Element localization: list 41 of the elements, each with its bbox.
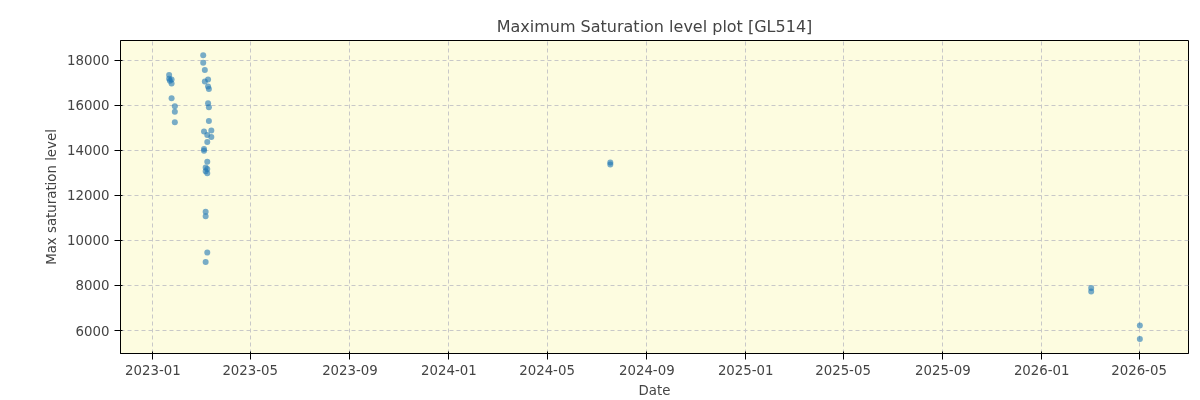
y-tick-label: 6000: [75, 323, 110, 339]
point: [204, 249, 211, 256]
x-tick-label: 2025-05: [815, 362, 871, 378]
x-tick-label: 2023-05: [222, 362, 279, 378]
y-tick-label: 14000: [67, 143, 110, 159]
point: [171, 108, 178, 115]
point: [171, 103, 178, 110]
y-tick-label: 10000: [67, 233, 110, 249]
y-axis-title: Max saturation level: [44, 129, 60, 265]
x-tick-label: 2023-09: [322, 362, 378, 378]
point: [200, 52, 207, 59]
chart-title: Maximum Saturation level plot [GL514]: [496, 16, 813, 36]
y-tick-label: 16000: [67, 98, 110, 114]
point: [201, 67, 208, 73]
point: [202, 213, 209, 220]
x-tick-label: 2024-05: [519, 362, 575, 378]
x-tick-label: 2023-01: [125, 362, 181, 378]
point: [171, 119, 178, 126]
x-tick-label: 2026-05: [1111, 362, 1167, 378]
point: [200, 59, 207, 66]
point: [208, 127, 215, 134]
point: [201, 78, 208, 85]
x-tick-label: 2025-09: [914, 362, 971, 378]
point: [168, 95, 175, 102]
y-tick-label: 8000: [75, 278, 110, 294]
point: [205, 104, 212, 111]
x-axis-title: Date: [638, 382, 671, 398]
x-tick-label: 2026-01: [1013, 362, 1070, 378]
point: [1136, 336, 1143, 343]
x-tick-label: 2025-01: [717, 362, 774, 378]
point: [202, 259, 209, 266]
point: [204, 158, 211, 165]
x-tick-label: 2024-01: [421, 362, 477, 378]
point: [208, 133, 215, 140]
point: [205, 118, 212, 125]
point: [204, 139, 211, 146]
point: [1088, 288, 1095, 295]
y-tick-label: 12000: [67, 188, 110, 204]
point: [1136, 322, 1143, 329]
x-tick-label: 2024-09: [618, 362, 675, 378]
y-tick-label: 18000: [67, 53, 110, 69]
